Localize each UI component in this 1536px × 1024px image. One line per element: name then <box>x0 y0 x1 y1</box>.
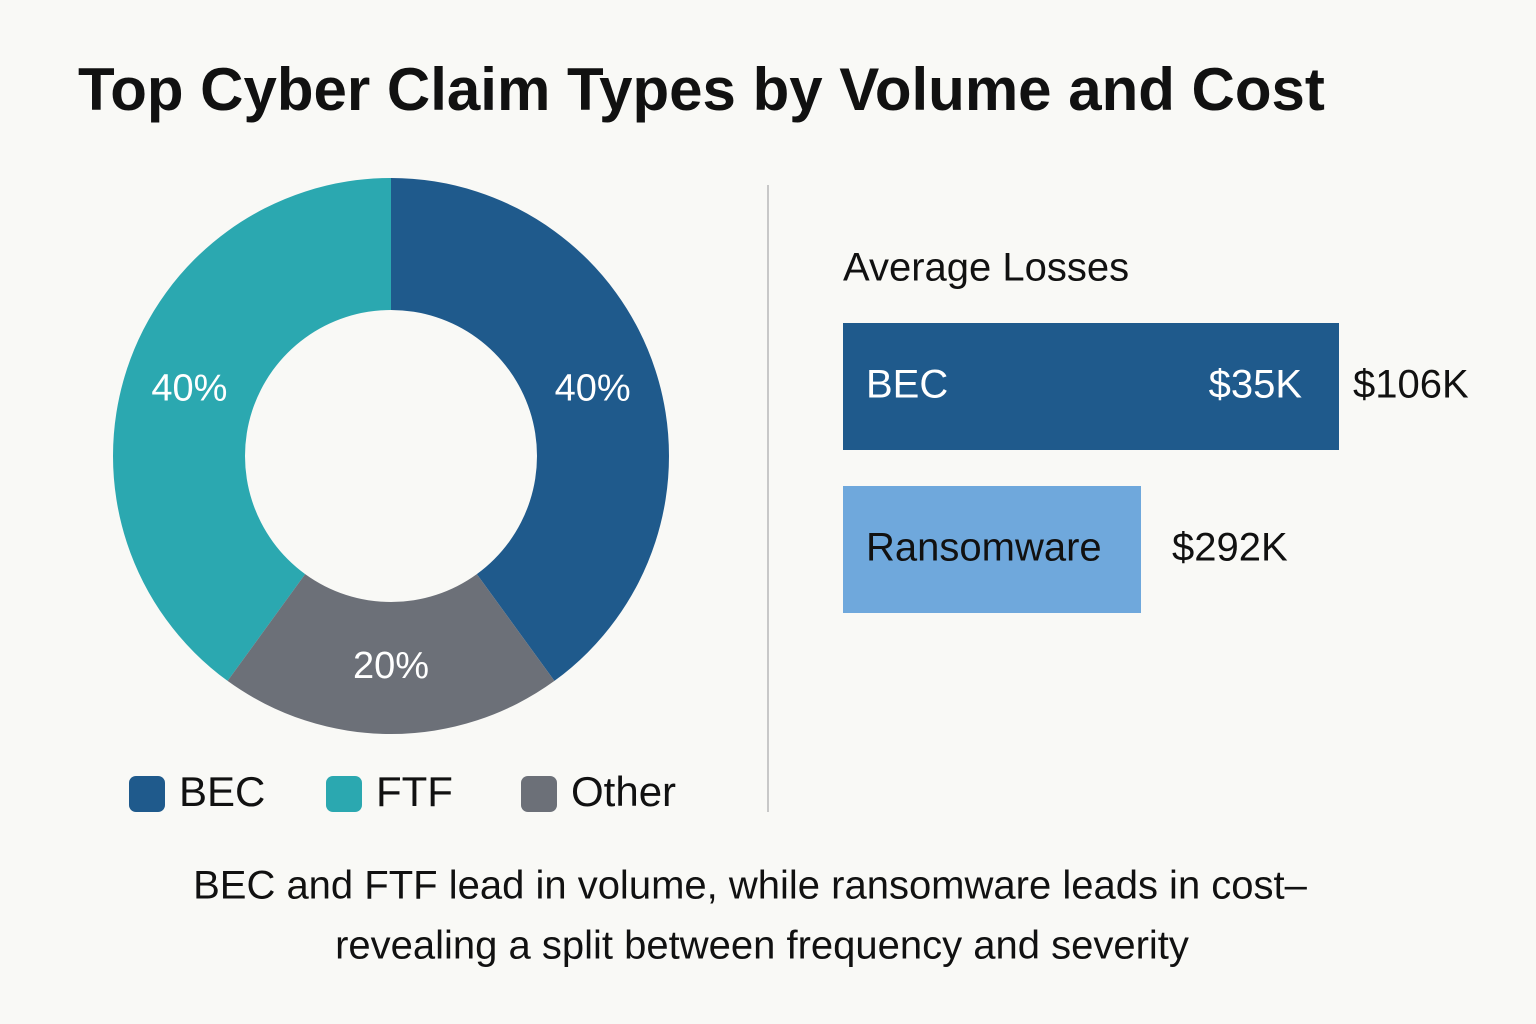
slice-label: 40% <box>555 368 631 410</box>
loss-box <box>843 486 1141 613</box>
loss-box <box>843 323 1339 450</box>
panel-title: Average Losses <box>843 246 1129 290</box>
slice-label: 40% <box>151 368 227 410</box>
legend: BEC FTF Other <box>129 768 676 815</box>
caption-line: revealing a split between frequency and … <box>335 924 1189 968</box>
caption-line: BEC and FTF lead in volume, while ransom… <box>193 864 1308 908</box>
loss-inner-value: $35K <box>1209 363 1303 407</box>
slice-label: 20% <box>353 645 429 687</box>
legend-swatch <box>129 776 165 812</box>
title: Top Cyber Claim Types by Volume and Cost <box>78 56 1325 123</box>
loss-label: BEC <box>866 363 948 407</box>
donut-slice <box>227 574 555 735</box>
donut-slice <box>391 178 669 681</box>
loss-outer-value: $106K <box>1353 363 1469 407</box>
legend-label: BEC <box>179 768 265 815</box>
donut-chart: 40% 40% 20% <box>113 178 669 735</box>
loss-panel: BEC $35K $106K Ransomware $292K <box>843 323 1469 613</box>
legend-swatch <box>521 776 557 812</box>
donut-slice <box>113 178 392 681</box>
legend-swatch <box>326 776 362 812</box>
legend-label: Other <box>571 768 676 815</box>
legend-label: FTF <box>376 768 453 815</box>
loss-label: Ransomware <box>866 526 1102 570</box>
loss-outer-value: $292K <box>1172 526 1288 570</box>
